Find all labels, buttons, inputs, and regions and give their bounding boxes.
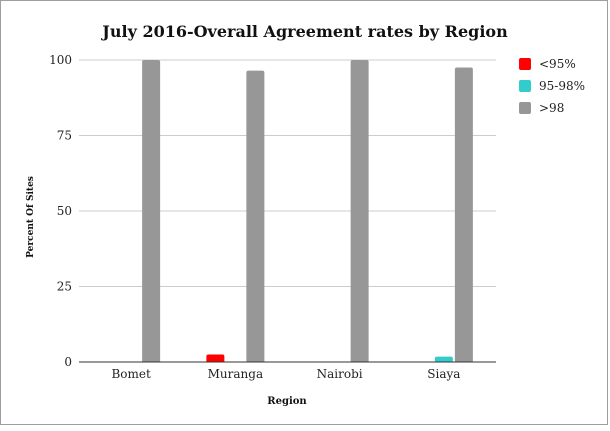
bars <box>142 60 473 363</box>
legend: <95% 95-98% >98 <box>519 53 585 119</box>
y-tick-label: 100 <box>49 53 72 67</box>
legend-item-gt98: >98 <box>519 97 585 119</box>
x-axis-ticks: Bomet Muranga Nairobi Siaya <box>111 367 460 381</box>
legend-label: >98 <box>539 101 565 115</box>
y-tick-label: 75 <box>57 129 72 143</box>
gridlines <box>79 59 496 287</box>
bar-nairobi-2 <box>350 60 369 362</box>
legend-swatch <box>519 80 531 92</box>
y-tick-label: 50 <box>57 204 72 218</box>
bar-siaya-2 <box>454 67 473 363</box>
y-tick-label: 0 <box>64 355 72 369</box>
legend-swatch <box>519 58 531 70</box>
y-axis-ticks: 0 25 50 75 100 <box>49 53 72 369</box>
bar-bomet-2 <box>142 60 161 362</box>
x-tick-label: Siaya <box>427 367 460 381</box>
legend-item-95-98: 95-98% <box>519 75 585 97</box>
x-tick-label: Nairobi <box>317 367 363 381</box>
bar-siaya-1 <box>434 356 453 362</box>
x-axis-label: Region <box>267 396 307 407</box>
x-tick-label: Bomet <box>111 367 151 381</box>
bar-muranga-0 <box>206 354 225 362</box>
bar-muranga-2 <box>246 70 265 362</box>
chart-title: July 2016-Overall Agreement rates by Reg… <box>100 22 508 41</box>
legend-label: 95-98% <box>539 79 585 93</box>
legend-item-lt95: <95% <box>519 53 585 75</box>
x-tick-label: Muranga <box>208 367 263 381</box>
y-tick-label: 25 <box>57 280 72 294</box>
y-axis-label: Percent Of Sites <box>26 176 36 258</box>
legend-label: <95% <box>539 57 576 71</box>
legend-swatch <box>519 102 531 114</box>
